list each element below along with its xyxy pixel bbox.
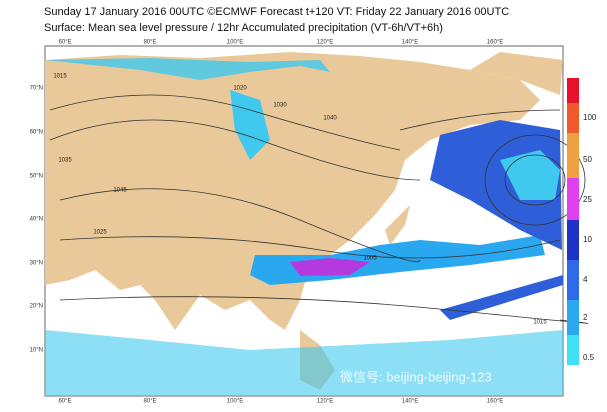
isobar-label: 1015 [533, 320, 547, 326]
land [45, 52, 540, 330]
latitude-label: 10°N [30, 348, 43, 354]
japan [385, 205, 410, 245]
longitude-label: 100°E [227, 40, 243, 46]
isobar-label: 1015 [53, 74, 67, 80]
isobar-label: 1025 [93, 230, 107, 236]
colorbar [567, 78, 579, 365]
latitude-label: 50°N [30, 174, 43, 180]
longitude-label: 160°E [487, 40, 503, 46]
isobar-label: 1030 [273, 103, 287, 109]
isobar-label: 1035 [58, 158, 72, 164]
longitude-label: 140°E [402, 399, 418, 405]
latitude-label: 60°N [30, 130, 43, 136]
colorbar-label: 25 [583, 195, 592, 204]
precip [45, 58, 330, 80]
precip [500, 150, 560, 200]
colorbar-swatch [567, 133, 579, 178]
longitude-label: 140°E [402, 40, 418, 46]
latitude-label: 20°N [30, 304, 43, 310]
isobar-label: 1045 [113, 188, 127, 194]
colorbar-label: 2 [583, 313, 588, 322]
colorbar-swatch [567, 78, 579, 103]
colorbar-swatch [567, 335, 579, 365]
land-east [470, 52, 563, 95]
colorbar-swatch [567, 300, 579, 335]
longitude-label: 160°E [487, 399, 503, 405]
colorbar-swatch [567, 103, 579, 133]
precip [440, 275, 563, 320]
precip [290, 258, 370, 276]
longitude-label: 60°E [58, 399, 71, 405]
isobar-label: 1020 [233, 86, 247, 92]
colorbar-label: 100 [583, 113, 597, 122]
longitude-label: 80°E [143, 40, 156, 46]
precip [430, 120, 562, 250]
isobars [49, 94, 589, 324]
colorbar-label: 0.5 [583, 353, 595, 362]
colorbar-swatch [567, 220, 579, 260]
subtitle: Surface: Mean sea level pressure / 12hr … [44, 22, 443, 34]
title: Sunday 17 January 2016 00UTC ©ECMWF Fore… [44, 6, 509, 18]
watermark: 微信号: beijing-beijing-123 [340, 369, 492, 384]
precip [45, 330, 563, 396]
longitude-label: 100°E [227, 399, 243, 405]
isobar-label: 1040 [323, 116, 337, 122]
longitude-label: 120°E [317, 40, 333, 46]
longitude-label: 80°E [143, 399, 156, 405]
colorbar-swatch [567, 178, 579, 220]
latitude-label: 70°N [30, 86, 43, 92]
latitude-label: 30°N [30, 261, 43, 267]
longitude-label: 120°E [317, 399, 333, 405]
longitude-label: 60°E [58, 40, 71, 46]
colorbar-label: 10 [583, 235, 592, 244]
colorbar-label: 50 [583, 155, 592, 164]
colorbar-label: 4 [583, 275, 588, 284]
isobar-label: 1005 [363, 256, 377, 262]
colorbar-swatch [567, 260, 579, 300]
map [44, 45, 589, 397]
latitude-label: 40°N [30, 217, 43, 223]
